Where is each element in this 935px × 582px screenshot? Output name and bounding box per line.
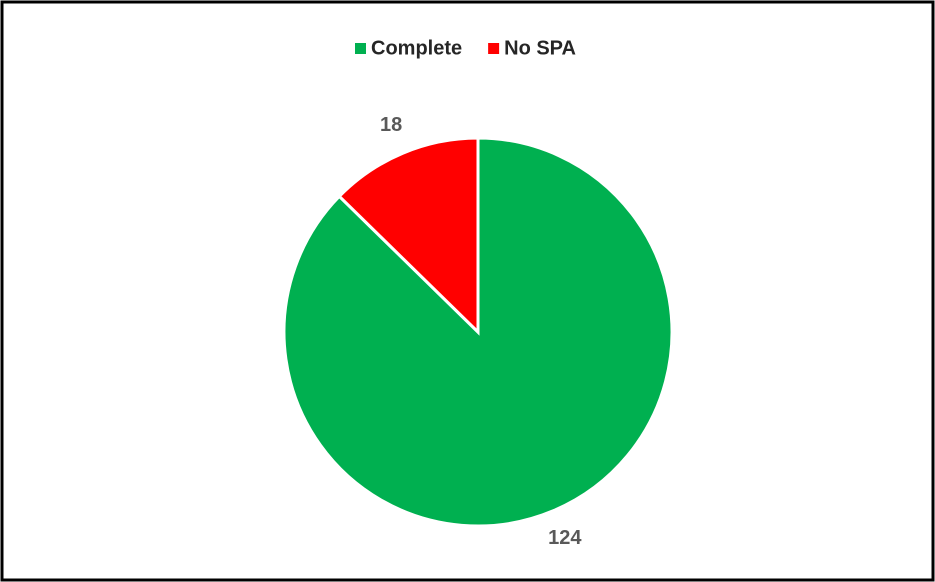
pie-slice	[337, 136, 480, 336]
legend-label: No SPA	[504, 37, 576, 59]
legend-swatch	[488, 43, 500, 54]
data-label: 124	[548, 527, 582, 549]
legend-label: Complete	[371, 37, 462, 59]
legend-swatch	[355, 43, 366, 54]
data-label: 18	[380, 114, 402, 136]
